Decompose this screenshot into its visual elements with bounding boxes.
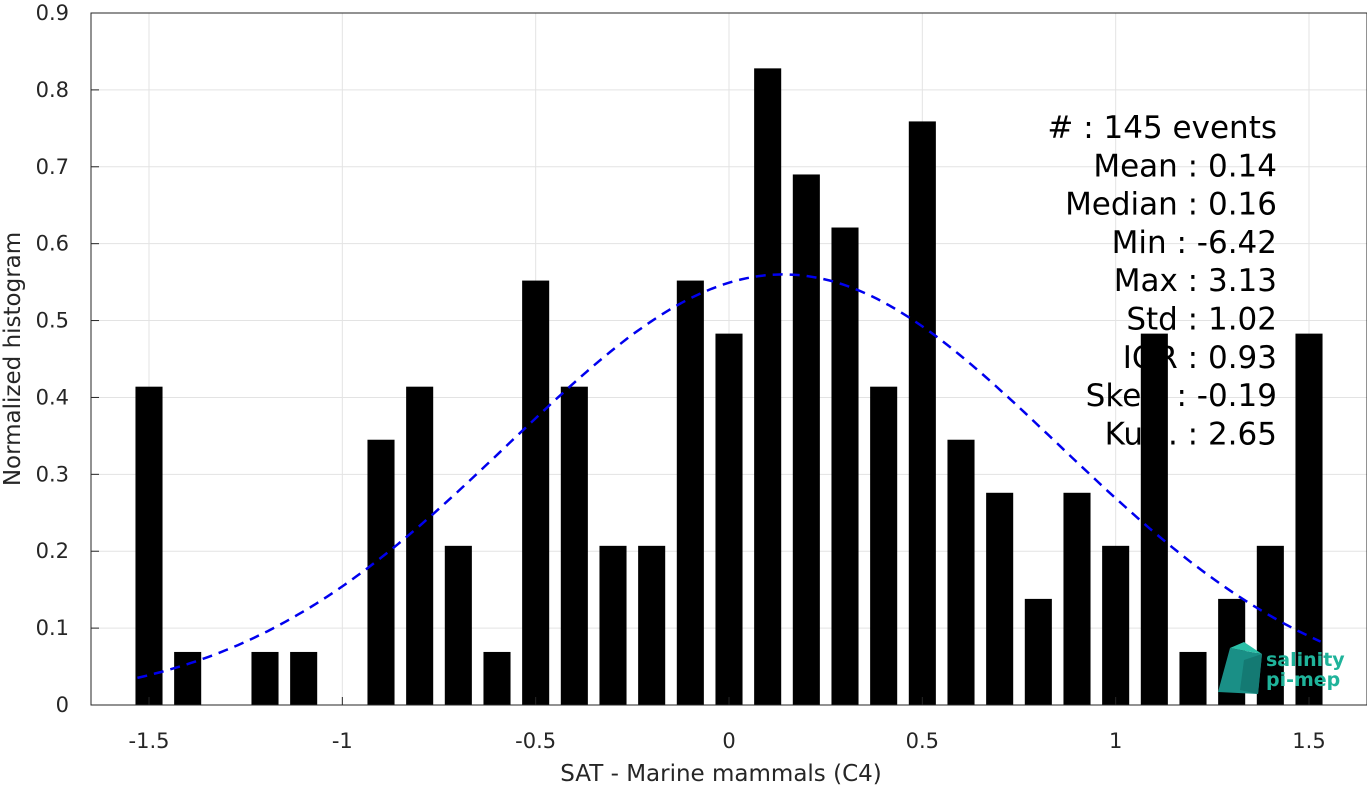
stat-line: Mean : 0.14	[1093, 148, 1277, 184]
stat-line: Kurt. : 2.65	[1105, 416, 1277, 452]
histogram-bar	[599, 545, 627, 705]
stat-line: # : 145 events	[1047, 110, 1277, 146]
y-tick-label: 0.9	[36, 1, 69, 25]
histogram-bar	[986, 492, 1014, 705]
histogram-bar	[174, 651, 202, 705]
histogram-bar	[1140, 333, 1168, 705]
histogram-bar	[135, 386, 163, 705]
salinity-pi-mep-logo: salinity pi-mep	[1218, 642, 1345, 694]
y-tick-label: 0.6	[36, 232, 69, 256]
x-tick-label: -0.5	[515, 729, 556, 753]
histogram-bar	[1295, 333, 1323, 705]
histogram-bar	[1256, 545, 1284, 705]
histogram-bar	[444, 545, 472, 705]
stat-line: Median : 0.16	[1065, 187, 1277, 223]
y-tick-label: 0.2	[36, 539, 69, 563]
histogram-bar	[1102, 545, 1130, 705]
x-tick-label: 0	[722, 729, 735, 753]
y-tick-label: 0.1	[36, 616, 69, 640]
y-tick-label: 0.7	[36, 155, 69, 179]
fit-curve-line	[137, 273, 1322, 680]
y-tick-label: 0.8	[36, 78, 69, 102]
logo-line-2: pi-mep	[1266, 669, 1340, 691]
histogram-bar	[1024, 598, 1052, 705]
x-tick-label: 1.5	[1292, 729, 1325, 753]
y-tick-label: 0.3	[36, 462, 69, 486]
normal-fit-curve	[137, 273, 1322, 680]
histogram-bar	[908, 121, 936, 705]
x-axis-label: SAT - Marine mammals (C4)	[560, 761, 882, 785]
y-tick-label: 0.4	[36, 385, 69, 409]
stat-line: Std : 1.02	[1126, 302, 1277, 338]
stat-line: Max : 3.13	[1114, 263, 1277, 299]
histogram-bar	[947, 439, 975, 705]
histogram-bar	[290, 651, 318, 705]
histogram-bar	[870, 386, 898, 705]
cube-icon	[1218, 642, 1262, 694]
x-tick-label: -1	[332, 729, 353, 753]
histogram-bar	[638, 545, 666, 705]
histogram-bar	[483, 651, 511, 705]
histogram-bar	[831, 227, 859, 705]
histogram-bar	[715, 333, 743, 705]
y-axis-label: Normalized histogram	[0, 232, 26, 486]
x-axis-ticks: -1.5 -1 -0.5 0 0.5 1 1.5	[129, 697, 1326, 753]
y-tick-label: 0.5	[36, 309, 69, 333]
histogram-bar	[367, 439, 395, 705]
y-axis-ticks: 0 0.1 0.2 0.3 0.4 0.5 0.6 0.7 0.8 0.9	[36, 1, 99, 717]
histogram-bars	[135, 68, 1323, 706]
y-tick-label: 0	[56, 693, 69, 717]
histogram-bar	[754, 68, 782, 706]
histogram-bar	[406, 386, 434, 705]
histogram-bar	[522, 280, 550, 705]
histogram-bar	[1179, 651, 1207, 705]
stat-line: Skew : -0.19	[1086, 378, 1277, 414]
histogram-bar	[792, 174, 820, 705]
logo-line-1: salinity	[1266, 649, 1345, 671]
histogram-bar	[251, 651, 279, 705]
histogram-bar	[560, 386, 588, 705]
stat-line: Min : -6.42	[1112, 225, 1277, 261]
histogram-bar	[1063, 492, 1091, 705]
stat-line: IQR : 0.93	[1123, 340, 1277, 376]
x-tick-label: 0.5	[906, 729, 939, 753]
x-tick-label: 1	[1109, 729, 1122, 753]
x-tick-label: -1.5	[129, 729, 170, 753]
histogram-bar	[676, 280, 704, 705]
